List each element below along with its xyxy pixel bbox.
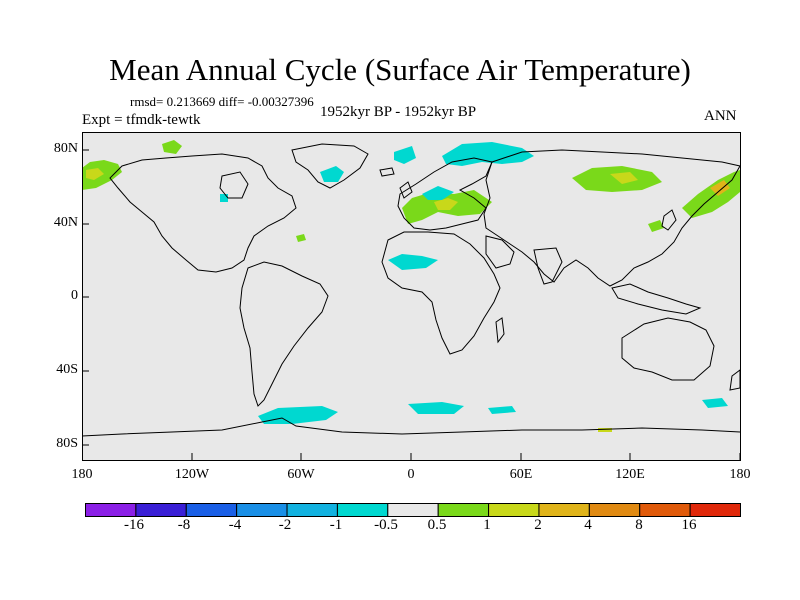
colorbar-box-5: [286, 503, 338, 517]
coast-antarctica: [82, 417, 741, 437]
colorbar-label-5: -1: [329, 517, 343, 533]
lon-label-0: 0: [407, 467, 415, 482]
anomaly-patch-siberia-core: [610, 172, 638, 184]
lon-label-120e: 120E: [615, 467, 645, 482]
anomaly-patch-europe-core: [434, 198, 458, 210]
colorbar-box-13: [689, 503, 741, 517]
lat-label-80n: 80N: [53, 141, 78, 156]
colorbar-box-7: [387, 503, 439, 517]
coast-europe: [397, 157, 493, 231]
lon-label-180w: 180: [71, 467, 93, 482]
coast-japan: [661, 209, 677, 231]
coast-madagascar: [495, 317, 505, 344]
anomaly-patch-pacific-south: [702, 398, 728, 408]
anomaly-patch-sahara: [388, 254, 438, 270]
colorbar-label-3: -4: [228, 517, 242, 533]
anomaly-patch-south-atlantic: [408, 402, 464, 414]
coast-greenland: [291, 143, 369, 189]
colorbar-label-11: 8: [635, 517, 643, 533]
coast-iceland: [379, 167, 395, 177]
coast-arabia: [485, 235, 515, 269]
coast-asia: [483, 149, 741, 287]
lon-label-120w: 120W: [174, 467, 210, 482]
world-map: [82, 132, 741, 461]
anomaly-patch-iceland: [394, 146, 416, 164]
coast-africa: [381, 231, 501, 355]
colorbar-box-10: [538, 503, 590, 517]
coast-british-isles: [399, 181, 413, 199]
map-ticks: [82, 149, 741, 460]
colorbar-box-1: [85, 503, 137, 517]
lat-label-0: 0: [71, 288, 78, 303]
colorbar-box-12: [639, 503, 691, 517]
colorbar: [85, 503, 741, 517]
experiment-label: Expt = tfmdk-tewtk: [82, 112, 201, 128]
colorbar-box-8: [437, 503, 490, 517]
coast-hudson-bay: [219, 171, 249, 199]
coast-southeast-asia-islands: [611, 283, 702, 315]
anomaly-patch-hudson: [220, 194, 228, 202]
coast-north-america: [109, 153, 297, 273]
coast-south-america: [239, 261, 329, 407]
anomaly-patch-drake: [258, 406, 338, 424]
anomaly-patch-japan: [648, 220, 664, 232]
anomaly-patch-central-asia: [296, 234, 306, 242]
colorbar-label-1: -16: [124, 517, 144, 533]
colorbar-box-4: [236, 503, 288, 517]
season-label: ANN: [704, 108, 737, 124]
colorbar-label-2: -8: [177, 517, 191, 533]
lat-label-80s: 80S: [56, 436, 78, 451]
colorbar-label-8: 1: [483, 517, 491, 533]
lon-label-180e: 180: [729, 467, 751, 482]
lon-label-60e: 60E: [509, 467, 533, 482]
plot-title: Mean Annual Cycle (Surface Air Temperatu…: [109, 52, 691, 87]
colorbar-box-6: [336, 503, 389, 517]
anomaly-patch-arctic-canada: [162, 140, 182, 154]
coastlines: [82, 143, 741, 437]
coast-india: [533, 247, 563, 285]
colorbar-box-9: [488, 503, 540, 517]
colorbar-label-4: -2: [278, 517, 292, 533]
anomaly-patch-northeast-asia-core: [710, 180, 730, 196]
colorbar-box-11: [588, 503, 641, 517]
period-text: 1952kyr BP - 1952kyr BP: [320, 104, 477, 120]
colorbar-label-7: 0.5: [427, 517, 447, 533]
anomaly-patch-alaska-core: [86, 168, 104, 180]
anomaly-patch-north-europe: [422, 186, 454, 200]
colorbar-label-10: 4: [584, 517, 592, 533]
colorbar-label-9: 2: [534, 517, 542, 533]
lat-label-40s: 40S: [56, 362, 78, 377]
lat-label-40n: 40N: [53, 215, 78, 230]
lon-label-60w: 60W: [287, 467, 315, 482]
anomaly-patch-indian-ocean: [488, 406, 516, 414]
colorbar-box-3: [185, 503, 238, 517]
colorbar-box-2: [135, 503, 187, 517]
statistics-text: rmsd= 0.213669 diff= -0.00327396: [130, 94, 314, 109]
colorbar-label-6: -0.5: [374, 517, 398, 533]
coast-australia: [621, 317, 715, 381]
anomaly-patch-greenland: [320, 166, 344, 182]
colorbar-label-12: 16: [681, 517, 697, 533]
